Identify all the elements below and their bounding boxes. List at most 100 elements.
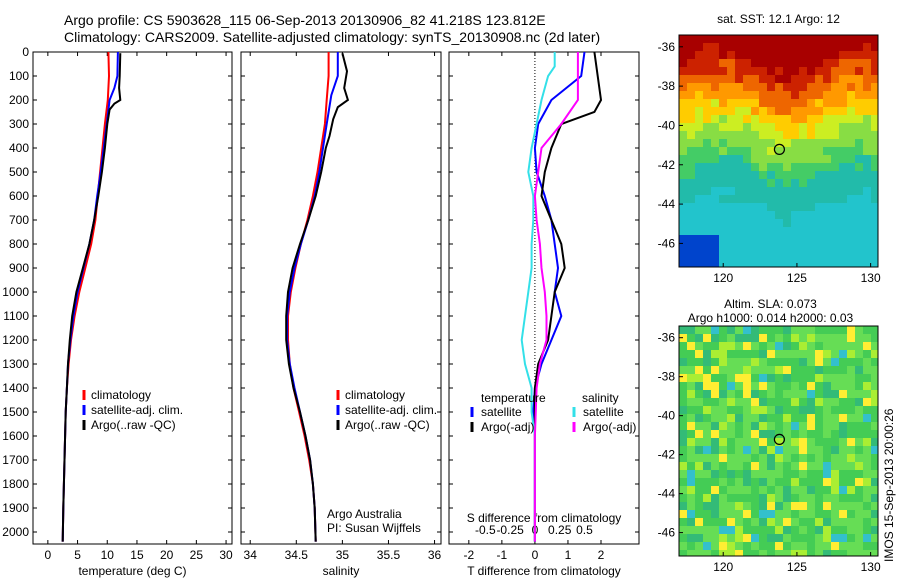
map-cell	[863, 75, 871, 83]
map-cell	[783, 83, 791, 91]
y-tick-label: 0	[22, 45, 29, 59]
map-cell	[831, 235, 839, 243]
map-cell	[687, 390, 695, 398]
map-cell	[863, 526, 871, 534]
map-cell	[855, 35, 863, 43]
map-cell	[815, 414, 823, 422]
map-cell	[735, 147, 743, 155]
map-cell	[703, 454, 711, 462]
x-tick-label: 0	[532, 548, 539, 562]
map-cell	[711, 550, 719, 556]
map-cell	[711, 502, 719, 510]
map-cell	[783, 534, 791, 542]
map-cell	[775, 406, 783, 414]
s-tick-label: -0.5	[475, 523, 496, 537]
map-cell	[775, 171, 783, 179]
map-cell	[847, 91, 855, 99]
map-cell	[815, 259, 823, 267]
map-cell	[775, 155, 783, 163]
map-cell	[759, 542, 767, 550]
map-cell	[679, 211, 687, 219]
map-cell	[855, 83, 863, 91]
map-cell	[839, 59, 847, 67]
map-cell	[799, 382, 807, 390]
map-cell	[719, 123, 727, 131]
map-cell	[871, 502, 878, 510]
map-cell	[703, 147, 711, 155]
map-cell	[807, 438, 815, 446]
map-cell	[791, 510, 799, 518]
map-cell	[823, 179, 831, 187]
map-cell	[711, 542, 719, 550]
map-cell	[743, 398, 751, 406]
map-cell	[695, 430, 703, 438]
map-cell	[871, 147, 878, 155]
map-cell	[815, 494, 823, 502]
map-cell	[783, 510, 791, 518]
map-cell	[759, 342, 767, 350]
map-cell	[831, 155, 839, 163]
map-cell	[839, 486, 847, 494]
map-cell	[727, 550, 735, 556]
map-cell	[839, 171, 847, 179]
map-cell	[799, 51, 807, 59]
map-cell	[863, 454, 871, 462]
map-cell	[759, 243, 767, 251]
map-cell	[727, 462, 735, 470]
map-cell	[839, 179, 847, 187]
map-cell	[863, 534, 871, 542]
map-cell	[839, 334, 847, 342]
x-tick-label: 10	[101, 548, 115, 562]
map-cell	[727, 406, 735, 414]
map-cell	[791, 430, 799, 438]
map-cell	[751, 534, 759, 542]
y-tick-label: 1600	[2, 429, 29, 443]
map-cell	[807, 139, 815, 147]
map-cell	[847, 398, 855, 406]
map-cell	[831, 43, 839, 51]
map-cell	[823, 446, 831, 454]
map-cell	[743, 350, 751, 358]
map-cell	[703, 382, 711, 390]
map-cell	[815, 518, 823, 526]
map-cell	[855, 438, 863, 446]
map-cell	[759, 115, 767, 123]
map-cell	[831, 147, 839, 155]
map-cell	[735, 374, 743, 382]
map-cell	[735, 59, 743, 67]
map-cell	[839, 251, 847, 259]
map-cell	[775, 59, 783, 67]
map-cell	[775, 510, 783, 518]
map-cell	[751, 358, 759, 366]
map-cell	[831, 35, 839, 43]
map-cell	[711, 534, 719, 542]
map-cell	[871, 123, 878, 131]
map-cell	[759, 534, 767, 542]
map-cell	[823, 366, 831, 374]
map-cell	[831, 502, 839, 510]
series-line-black	[533, 51, 603, 542]
map-cell	[687, 203, 695, 211]
map-cell	[775, 454, 783, 462]
map-cell	[815, 374, 823, 382]
map-cell	[703, 211, 711, 219]
map-cell	[695, 171, 703, 179]
map-cell	[839, 382, 847, 390]
map-cell	[679, 374, 687, 382]
map-cell	[831, 510, 839, 518]
map-cell	[687, 139, 695, 147]
map-cell	[791, 534, 799, 542]
map-cell	[719, 227, 727, 235]
map-cell	[735, 139, 743, 147]
x-tick-label: 35.5	[377, 548, 401, 562]
map-cell	[863, 502, 871, 510]
map-cell	[775, 462, 783, 470]
map-cell	[719, 203, 727, 211]
map-cell	[759, 398, 767, 406]
map-cell	[695, 235, 703, 243]
map-cell	[871, 43, 878, 51]
map-cell	[767, 454, 775, 462]
map-cell	[791, 406, 799, 414]
map-cell	[727, 518, 735, 526]
map-cell	[863, 374, 871, 382]
